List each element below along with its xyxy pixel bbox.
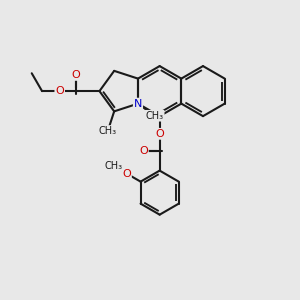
Text: CH₃: CH₃ (105, 161, 123, 171)
Text: CH₃: CH₃ (146, 111, 164, 121)
Text: O: O (155, 129, 164, 139)
Text: O: O (55, 86, 64, 96)
Text: O: O (122, 169, 131, 178)
Text: CH₃: CH₃ (99, 126, 117, 136)
Text: O: O (139, 146, 148, 157)
Text: N: N (134, 99, 142, 109)
Text: O: O (71, 70, 80, 80)
